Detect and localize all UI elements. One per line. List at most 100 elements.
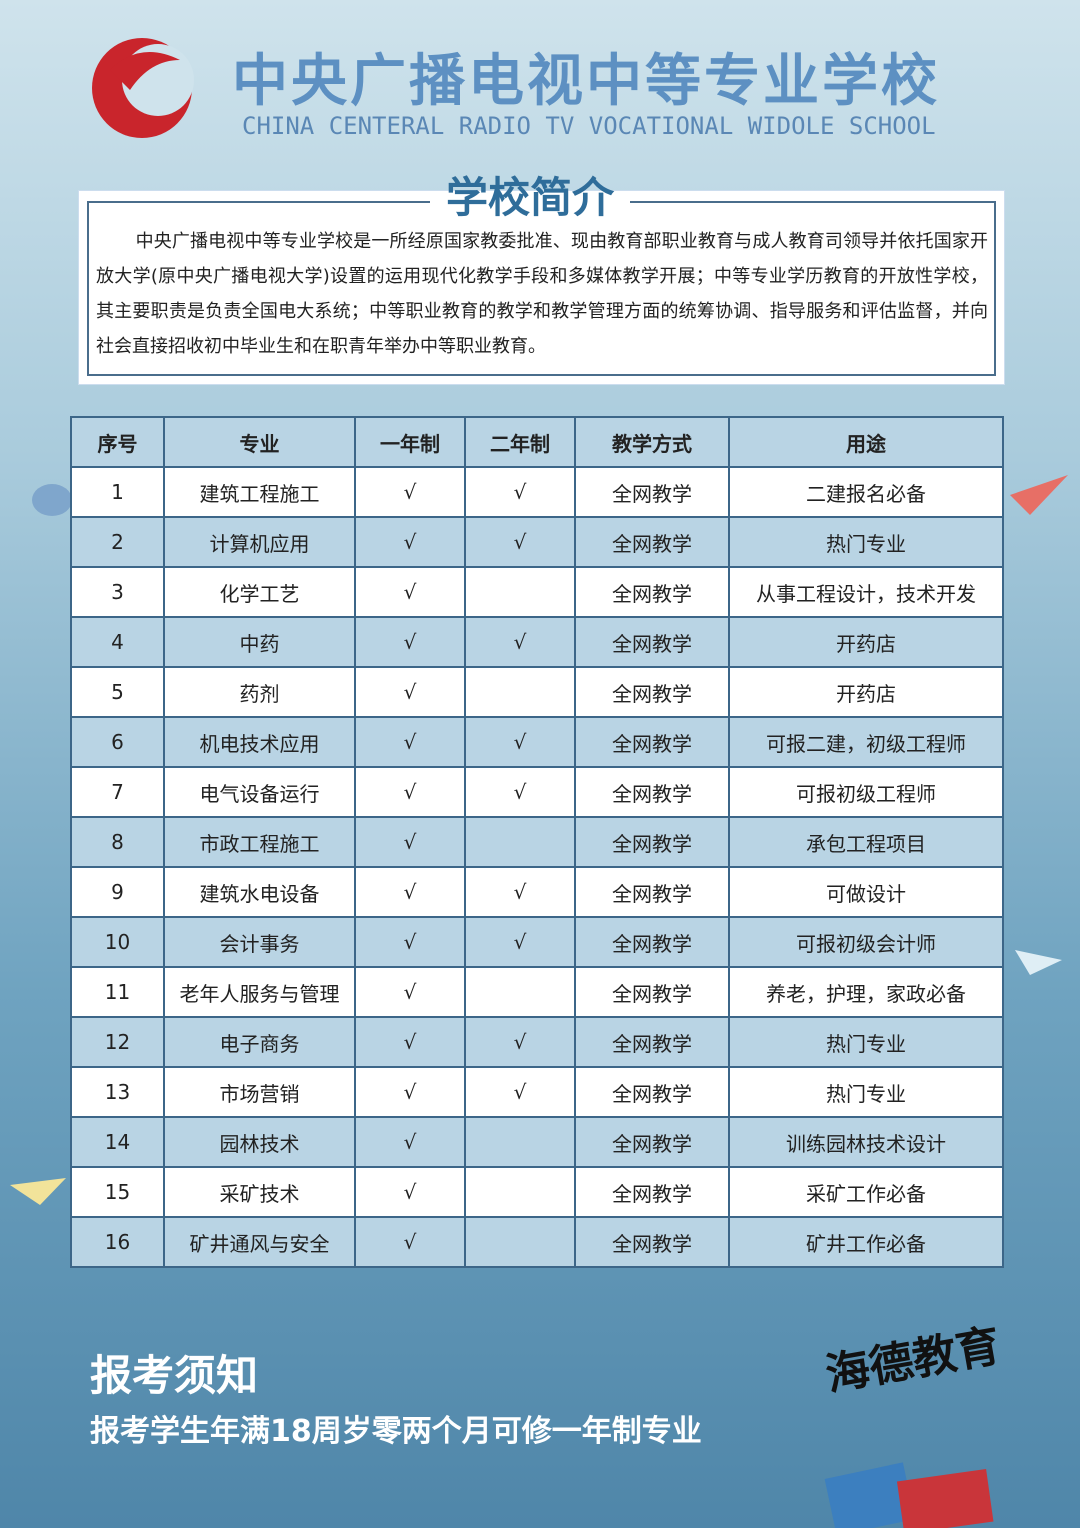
column-header: 专业 bbox=[163, 416, 356, 468]
column-header: 教学方式 bbox=[574, 416, 730, 468]
header-row: 序号 专业 一年制 二年制 教学方式 用途 bbox=[70, 416, 1004, 468]
table-cell: 全网教学 bbox=[574, 616, 730, 668]
table-cell: 开药店 bbox=[728, 666, 1004, 718]
table-cell: 全网教学 bbox=[574, 1166, 730, 1218]
table-cell: √ bbox=[354, 616, 466, 668]
table-cell: 全网教学 bbox=[574, 1016, 730, 1068]
table-cell: 开药店 bbox=[728, 616, 1004, 668]
table-cell: 建筑水电设备 bbox=[163, 866, 356, 918]
table-cell: 养老，护理，家政必备 bbox=[728, 966, 1004, 1018]
table-cell: 9 bbox=[70, 866, 165, 918]
table-cell: 13 bbox=[70, 1066, 165, 1118]
intro-text: 中央广播电视中等专业学校是一所经原国家教委批准、现由教育部职业教育与成人教育司领… bbox=[96, 231, 988, 357]
table-cell: 全网教学 bbox=[574, 566, 730, 618]
empty-cell bbox=[464, 1216, 576, 1268]
table-cell: 1 bbox=[70, 466, 165, 518]
table-cell: 7 bbox=[70, 766, 165, 818]
table-row: 1 建筑工程施工 √ √ 全网教学 二建报名必备 bbox=[70, 466, 1004, 518]
empty-cell bbox=[464, 566, 576, 618]
table-cell: 15 bbox=[70, 1166, 165, 1218]
table-cell: 药剂 bbox=[163, 666, 356, 718]
table-cell: 二建报名必备 bbox=[728, 466, 1004, 518]
table-cell: 全网教学 bbox=[574, 1216, 730, 1268]
table-cell: √ bbox=[354, 766, 466, 818]
table-cell: √ bbox=[354, 666, 466, 718]
table-cell: 计算机应用 bbox=[163, 516, 356, 568]
table-row: 10 会计事务 √ √ 全网教学 可报初级会计师 bbox=[70, 916, 1004, 968]
empty-cell bbox=[464, 666, 576, 718]
table-cell: 全网教学 bbox=[574, 466, 730, 518]
table-cell: 矿井工作必备 bbox=[728, 1216, 1004, 1268]
table-cell: √ bbox=[354, 1166, 466, 1218]
table-cell: √ bbox=[464, 616, 576, 668]
table-cell: 可报二建，初级工程师 bbox=[728, 716, 1004, 768]
table-row: 16 矿井通风与安全 √ 全网教学 矿井工作必备 bbox=[70, 1216, 1004, 1268]
table-cell: 全网教学 bbox=[574, 866, 730, 918]
table-cell: 电子商务 bbox=[163, 1016, 356, 1068]
table-cell: 化学工艺 bbox=[163, 566, 356, 618]
empty-cell bbox=[464, 966, 576, 1018]
table-cell: 训练园林技术设计 bbox=[728, 1116, 1004, 1168]
table-cell: 全网教学 bbox=[574, 666, 730, 718]
table-cell: √ bbox=[354, 916, 466, 968]
table-row: 9 建筑水电设备 √ √ 全网教学 可做设计 bbox=[70, 866, 1004, 918]
table-row: 11 老年人服务与管理 √ 全网教学 养老，护理，家政必备 bbox=[70, 966, 1004, 1018]
table-cell: 全网教学 bbox=[574, 916, 730, 968]
table-cell: 从事工程设计，技术开发 bbox=[728, 566, 1004, 618]
table-cell: √ bbox=[354, 866, 466, 918]
table-cell: 全网教学 bbox=[574, 766, 730, 818]
table-cell: 6 bbox=[70, 716, 165, 768]
table-row: 7 电气设备运行 √ √ 全网教学 可报初级工程师 bbox=[70, 766, 1004, 818]
table-cell: 热门专业 bbox=[728, 1016, 1004, 1068]
table-cell: √ bbox=[464, 916, 576, 968]
table-cell: √ bbox=[464, 716, 576, 768]
table-cell: √ bbox=[354, 466, 466, 518]
empty-cell bbox=[464, 1116, 576, 1168]
table-cell: 采矿工作必备 bbox=[728, 1166, 1004, 1218]
table-cell: √ bbox=[464, 1066, 576, 1118]
table-cell: 4 bbox=[70, 616, 165, 668]
table-cell: √ bbox=[464, 1016, 576, 1068]
table-cell: 全网教学 bbox=[574, 816, 730, 868]
table-row: 8 市政工程施工 √ 全网教学 承包工程项目 bbox=[70, 816, 1004, 868]
table-cell: 12 bbox=[70, 1016, 165, 1068]
table-cell: 会计事务 bbox=[163, 916, 356, 968]
table-cell: 14 bbox=[70, 1116, 165, 1168]
table-row: 4 中药 √ √ 全网教学 开药店 bbox=[70, 616, 1004, 668]
table-cell: 中药 bbox=[163, 616, 356, 668]
table-cell: 热门专业 bbox=[728, 516, 1004, 568]
table-cell: √ bbox=[354, 516, 466, 568]
notice-heading: 报考须知 bbox=[90, 1351, 259, 1400]
table-cell: √ bbox=[464, 866, 576, 918]
table-cell: √ bbox=[464, 516, 576, 568]
table-cell: 矿井通风与安全 bbox=[163, 1216, 356, 1268]
table-cell: 机电技术应用 bbox=[163, 716, 356, 768]
table-cell: 建筑工程施工 bbox=[163, 466, 356, 518]
table-row: 6 机电技术应用 √ √ 全网教学 可报二建，初级工程师 bbox=[70, 716, 1004, 768]
table-cell: 5 bbox=[70, 666, 165, 718]
column-header: 用途 bbox=[728, 416, 1004, 468]
subtitle: CHINA CENTERAL RADIO TV VOCATIONAL WIDOL… bbox=[242, 112, 936, 140]
major-table: 序号 专业 一年制 二年制 教学方式 用途 1 建筑工程施工 √ √ 全网教学 二建报名必备 2 计算机… bbox=[70, 416, 1004, 1268]
table-cell: 可做设计 bbox=[728, 866, 1004, 918]
table-cell: √ bbox=[354, 716, 466, 768]
column-header: 序号 bbox=[70, 416, 165, 468]
table-cell: 10 bbox=[70, 916, 165, 968]
table-cell: 16 bbox=[70, 1216, 165, 1268]
table-cell: 全网教学 bbox=[574, 1116, 730, 1168]
table-cell: 8 bbox=[70, 816, 165, 868]
table-cell: 可报初级会计师 bbox=[728, 916, 1004, 968]
table-cell: √ bbox=[464, 466, 576, 518]
intro-heading: 学校简介 bbox=[430, 164, 630, 225]
table-cell: 园林技术 bbox=[163, 1116, 356, 1168]
table-row: 15 采矿技术 √ 全网教学 采矿工作必备 bbox=[70, 1166, 1004, 1218]
table-row: 3 化学工艺 √ 全网教学 从事工程设计，技术开发 bbox=[70, 566, 1004, 618]
table-cell: 市场营销 bbox=[163, 1066, 356, 1118]
table-cell: 承包工程项目 bbox=[728, 816, 1004, 868]
table-row: 2 计算机应用 √ √ 全网教学 热门专业 bbox=[70, 516, 1004, 568]
table-cell: √ bbox=[354, 566, 466, 618]
table-cell: 热门专业 bbox=[728, 1066, 1004, 1118]
table-cell: √ bbox=[354, 1066, 466, 1118]
table-row: 5 药剂 √ 全网教学 开药店 bbox=[70, 666, 1004, 718]
